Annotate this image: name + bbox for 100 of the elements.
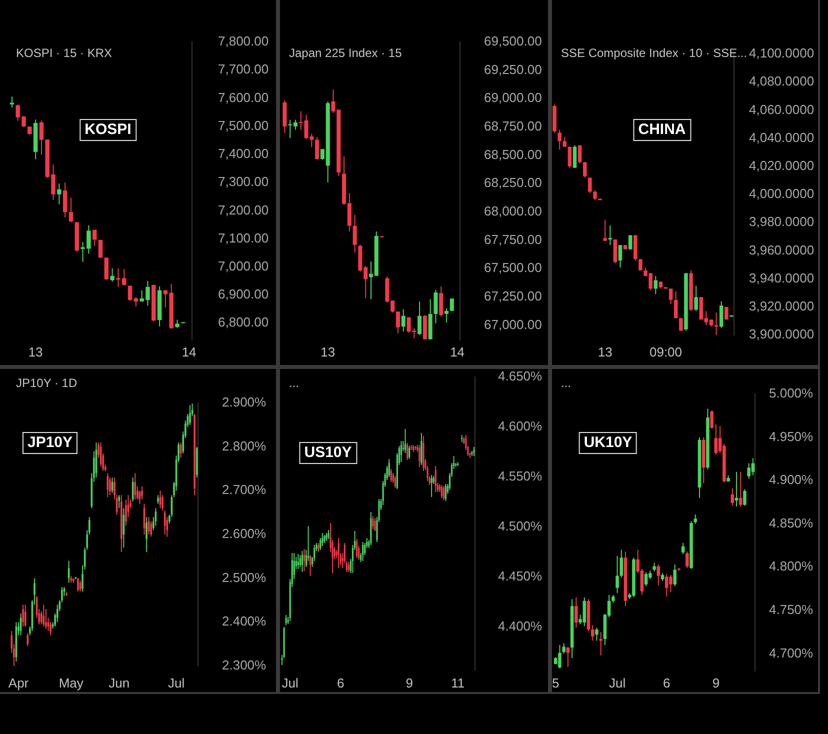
y-tick-label: 7,500.00 (218, 118, 269, 133)
candlestick (628, 234, 632, 250)
candlestick (444, 308, 449, 324)
y-tick-label: 7,600.00 (218, 90, 269, 105)
y-tick-label: 68,750.00 (484, 118, 542, 134)
candlestick (77, 578, 79, 592)
x-tick-label: 9 (406, 675, 413, 690)
candlestick (593, 190, 597, 201)
candlestick (422, 314, 427, 340)
candlestick (150, 520, 152, 538)
candlestick (747, 462, 750, 480)
y-tick-label: 69,250.00 (484, 62, 542, 77)
candlestick (582, 596, 586, 626)
candlestick (439, 286, 444, 318)
candlestick (654, 275, 658, 295)
y-tick-label: 7,000.00 (218, 258, 269, 274)
y-tick-label: 4.550% (498, 468, 543, 484)
y-tick-label: 3,960.0000 (749, 242, 814, 258)
candlestick (442, 486, 444, 500)
x-tick-label: 9 (712, 675, 720, 690)
candlestick (434, 289, 438, 324)
y-tick-label: 7,400.00 (218, 146, 269, 162)
x-tick-label: Jun (108, 675, 130, 690)
candlestick (743, 488, 746, 506)
y-tick-label: 2.400% (222, 614, 267, 629)
candlestick (418, 444, 420, 468)
candlestick (568, 146, 572, 168)
candlestick (396, 311, 400, 334)
candlestick (558, 129, 562, 150)
candlestick (608, 224, 612, 246)
candlestick (420, 432, 422, 466)
y-tick-label: 67,500.00 (484, 260, 542, 276)
y-tick-label: 3,920.0000 (749, 298, 814, 314)
y-tick-label: 4.600% (498, 418, 543, 434)
y-tick-label: 67,250.00 (484, 288, 542, 304)
candlestick (406, 442, 408, 460)
candlestick (440, 484, 442, 498)
annotation: CHINA (633, 119, 691, 141)
candlestick (710, 410, 714, 430)
candlestick (56, 604, 58, 623)
candlestick (162, 494, 164, 511)
annotation: KOSPI (80, 119, 136, 141)
candlestick (322, 532, 324, 546)
x-tick-label: 13 (28, 344, 43, 360)
y-tick-label: 2.800% (222, 438, 267, 454)
candlestick (450, 298, 454, 312)
annotation: US10Y (299, 442, 357, 464)
x-tick-label: Apr (8, 675, 30, 690)
y-tick-label: 4.900% (769, 472, 814, 488)
y-tick-label: 4.500% (498, 518, 543, 534)
y-tick-label: 4,060.0000 (749, 102, 814, 117)
candlestick (110, 268, 114, 282)
y-tick-label: 2.300% (222, 658, 267, 673)
y-tick-label: 3,980.0000 (749, 214, 814, 230)
candlestick (57, 182, 62, 205)
candlestick (45, 608, 47, 630)
candlestick (714, 424, 718, 456)
candlestick (408, 446, 410, 460)
candlestick (681, 542, 685, 555)
x-tick-label: Jul (282, 675, 299, 690)
candlestick (673, 564, 676, 587)
annotation: UK10Y (578, 432, 638, 454)
x-tick-label: 13 (320, 344, 336, 360)
candlestick (444, 484, 447, 502)
candlestick (125, 498, 127, 526)
candlestick (146, 516, 148, 553)
chart-title: KOSPI · 15 · KRX (16, 46, 112, 60)
candlestick (730, 488, 734, 506)
x-tick-label: 6 (662, 675, 670, 690)
x-tick-label: 5 (552, 675, 560, 690)
y-tick-label: 4,020.0000 (749, 158, 814, 173)
candlestick (134, 296, 138, 308)
y-tick-label: 4,080.0000 (749, 74, 814, 89)
y-tick-label: 4.400% (498, 618, 543, 634)
y-tick-label: 3,900.0000 (749, 326, 814, 342)
x-tick-label: 13 (598, 344, 612, 360)
candlestick (400, 440, 402, 462)
candlestick (104, 257, 109, 280)
candlestick (297, 554, 299, 570)
y-tick-label: 5.000% (769, 386, 814, 401)
y-tick-label: 6,800.00 (218, 314, 269, 330)
y-tick-label: 7,100.00 (218, 230, 269, 246)
candlestick (189, 404, 191, 426)
y-tick-label: 7,300.00 (218, 174, 269, 190)
y-tick-label: 7,700.00 (218, 62, 269, 77)
y-tick-label: 6,900.00 (218, 286, 269, 302)
x-tick-label: 11 (451, 675, 465, 690)
candlestick (303, 548, 306, 572)
y-tick-label: 68,250.00 (484, 175, 542, 190)
candlestick (356, 538, 358, 558)
candlestick (578, 144, 582, 164)
candlestick (390, 468, 392, 482)
candlestick (134, 472, 136, 500)
candlestick (434, 466, 436, 492)
candlestick (590, 624, 594, 642)
y-tick-label: 67,750.00 (484, 232, 542, 247)
candlestick (616, 555, 619, 594)
candlestick (599, 632, 602, 656)
candlestick (338, 538, 340, 568)
candlestick (309, 554, 312, 576)
